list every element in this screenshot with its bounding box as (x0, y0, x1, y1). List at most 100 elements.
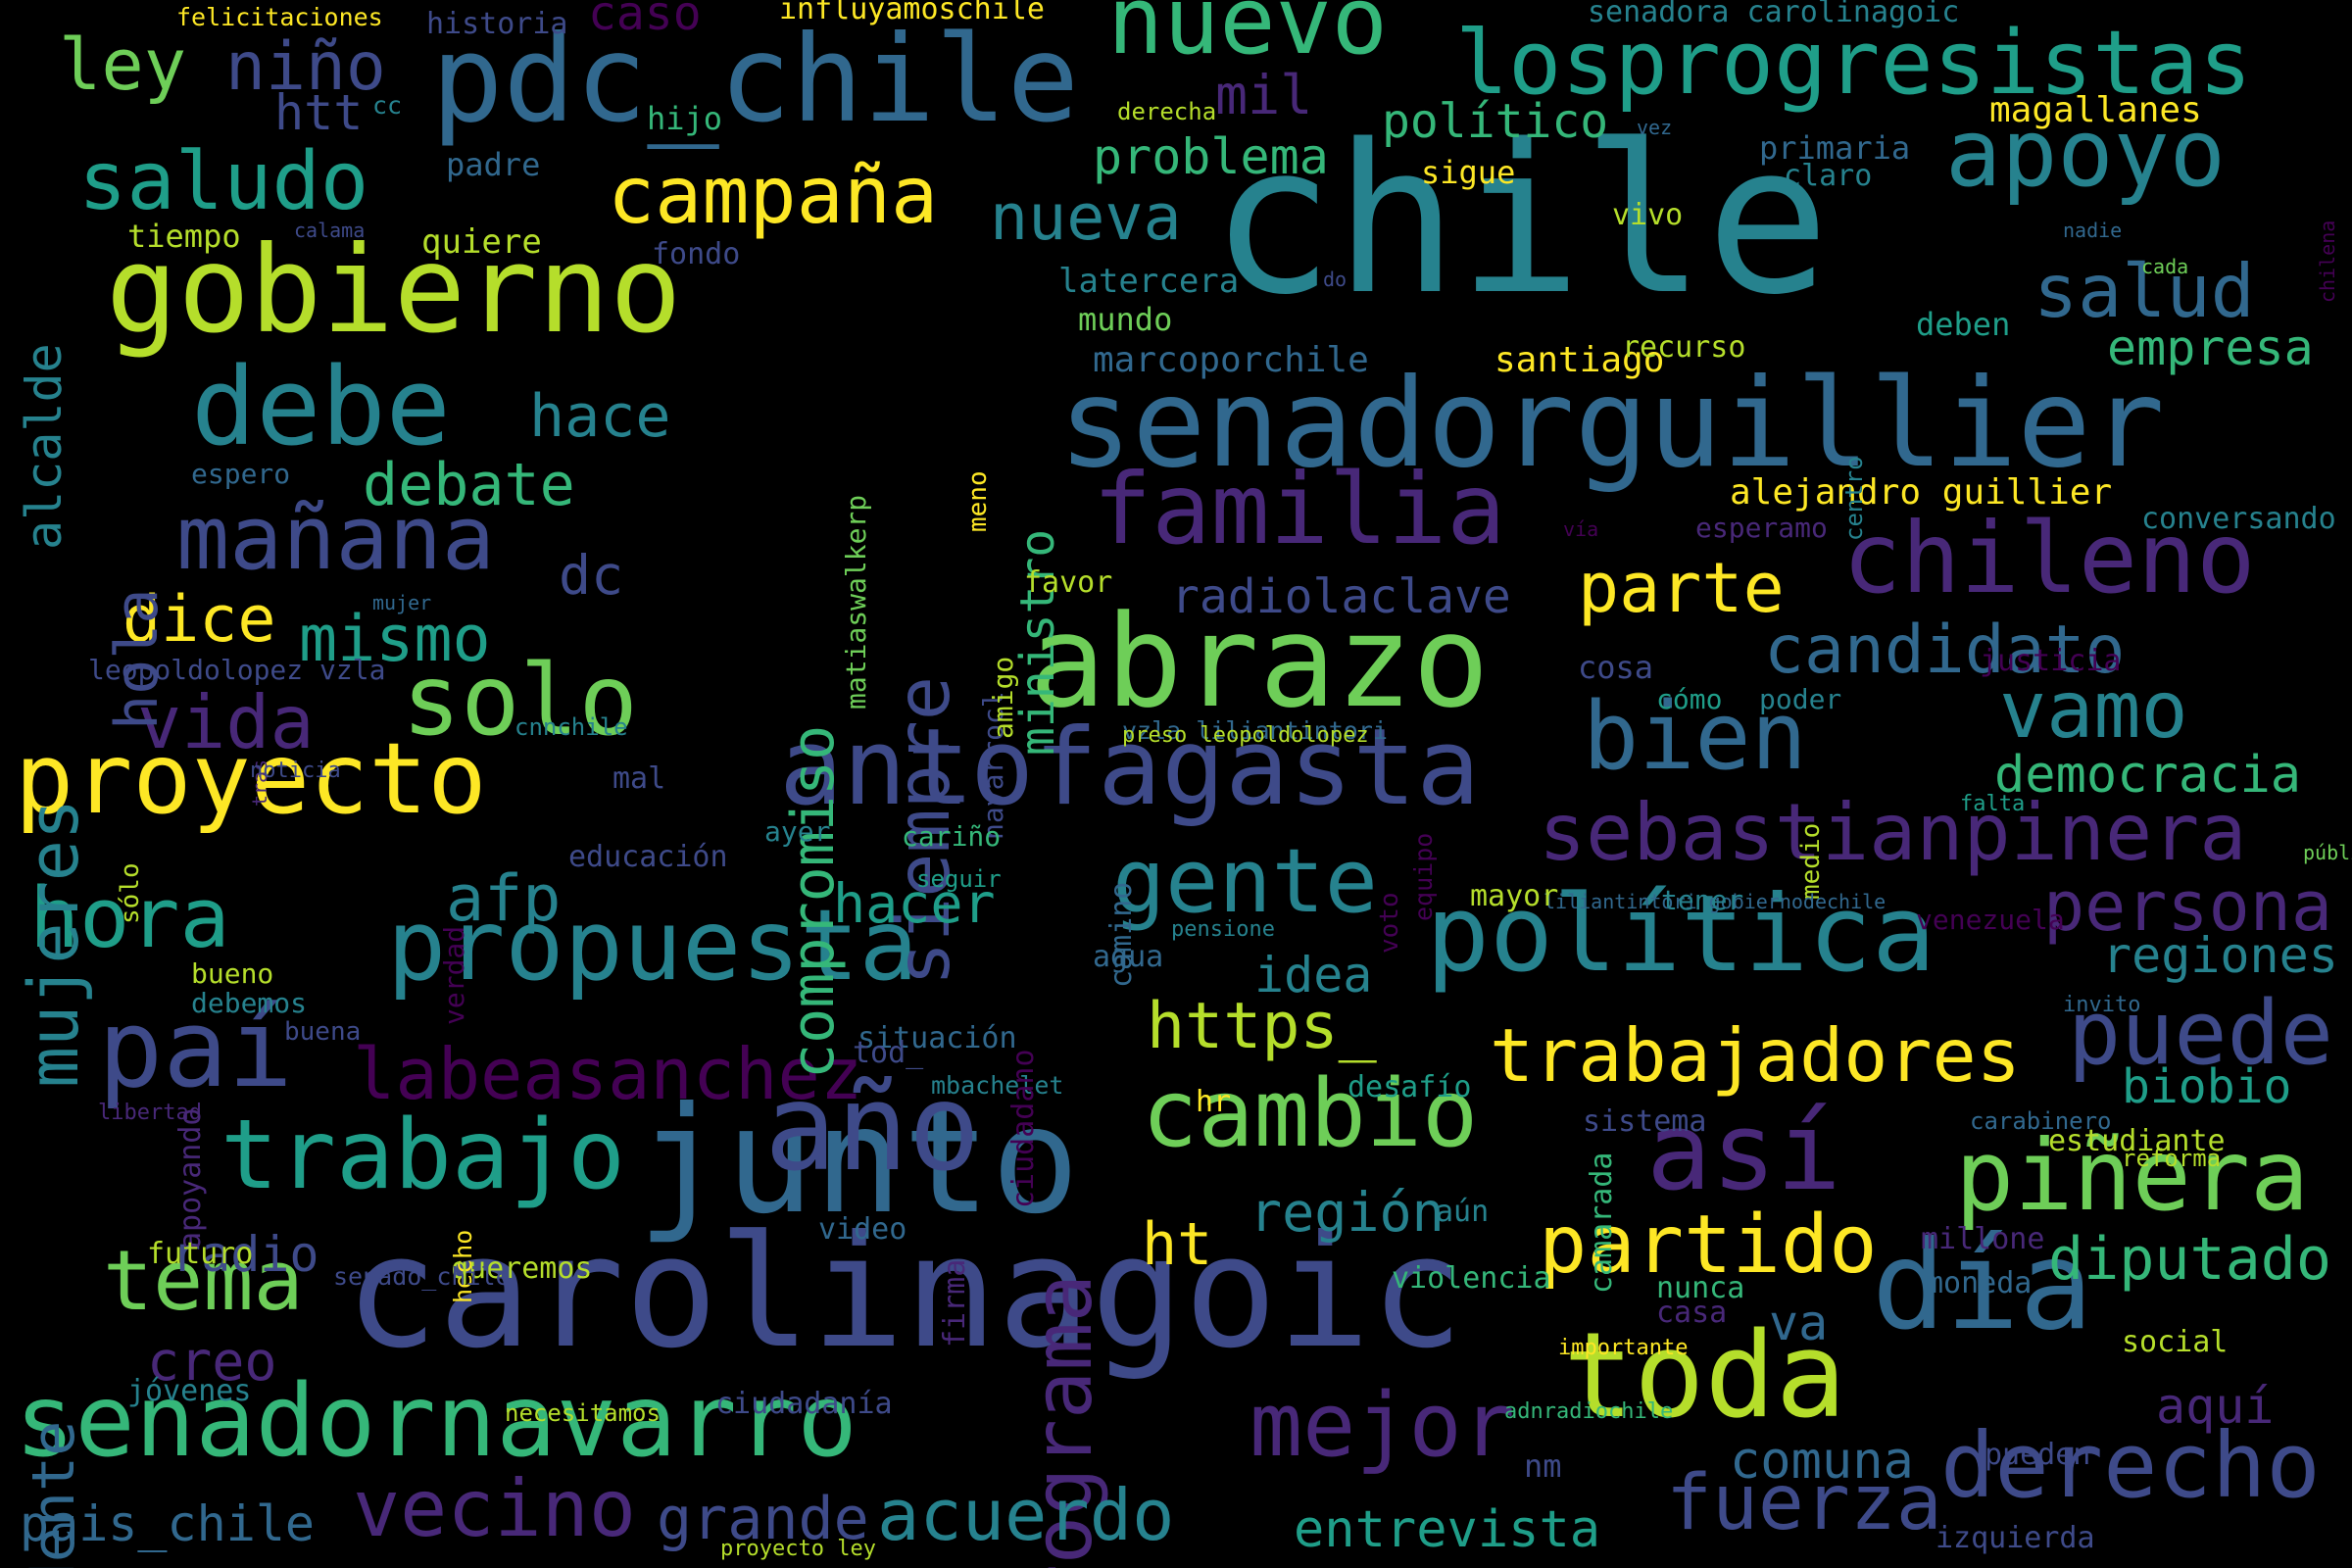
word-esperamo: esperamo (1695, 512, 1828, 544)
word-familia: familia (1093, 452, 1506, 566)
word-pdc-chile: pdc_chile (431, 10, 1080, 149)
word-ayer: ayer (764, 815, 831, 848)
word-proyecto-ley: proyecto ley (720, 1537, 876, 1561)
word-espero: espero (191, 458, 291, 490)
word-region: región (1250, 1181, 1445, 1244)
word-mismo: mismo (299, 603, 491, 676)
word-mundo: mundo (1078, 301, 1173, 338)
word-ht: ht (1142, 1210, 1213, 1279)
word-mejor: mejor (1250, 1374, 1515, 1477)
word-acuerdo: acuerdo (877, 1474, 1175, 1556)
word-radiolaclave: radiolaclave (1171, 569, 1511, 624)
word-favor: favor (1024, 565, 1113, 600)
word-biobio: biobio (2122, 1059, 2292, 1114)
word-justicia: justicia (1980, 644, 2122, 678)
word-apoyando: apoyando (173, 1107, 208, 1250)
word-gobierno: gobierno (106, 220, 682, 360)
word-debemos: debemos (191, 987, 308, 1019)
word-persona: persona (2043, 866, 2333, 947)
word-va: va (1769, 1295, 1829, 1351)
word-via: vía (1563, 517, 1599, 541)
word-caso: caso (588, 0, 702, 41)
word-leopoldolopez-vzla: leopoldolopez vzla (88, 654, 386, 686)
word-cosa: cosa (1578, 649, 1654, 686)
word-como: cómo (1656, 683, 1723, 715)
word-seguir: seguir (916, 865, 1002, 893)
word-do: do (1323, 268, 1348, 291)
word-saludo: saludo (78, 135, 369, 228)
word-violencia: violencia (1392, 1261, 1551, 1296)
word-ciudadania: ciudadanía (715, 1387, 893, 1421)
word-solo: solo (402, 643, 638, 758)
word-moneda: moneda (1926, 1266, 2033, 1300)
word-cc: cc (372, 91, 403, 120)
word-nm: nm (1524, 1447, 1562, 1485)
word-izquierda: izquierda (1936, 1521, 2095, 1555)
word-educacion: educación (568, 840, 728, 874)
word-chileno: chileno (1842, 501, 2256, 615)
word-voto: voto (1375, 892, 1404, 954)
word-firma: firma (938, 1258, 972, 1348)
word-video: video (818, 1212, 907, 1247)
word-gente: gente (1112, 830, 1378, 933)
word-falta: falta (1960, 792, 2026, 816)
word-regiones: regiones (2102, 927, 2338, 984)
word-debe: debe (191, 344, 451, 469)
word-senadorguillier: senadorguillier (1058, 353, 2165, 495)
word-conversando: conversando (2141, 502, 2336, 536)
word-solo-accent: sólo (116, 862, 145, 924)
word-cada: cada (2141, 255, 2189, 278)
word-venezuela: venezuela (1916, 904, 2065, 936)
word-parte: parte (1578, 548, 1785, 628)
word-felicitaciones: felicitaciones (176, 3, 383, 31)
word-ano: año (764, 1058, 981, 1198)
word-casa: casa (1656, 1296, 1728, 1330)
word-grande: grande (657, 1485, 869, 1553)
word-deben: deben (1916, 306, 2011, 343)
word-buena: buena (284, 1017, 362, 1047)
word-social: social (2122, 1325, 2229, 1359)
word-santiago: santiago (1494, 340, 1665, 380)
word-ministro: ministro (1010, 528, 1065, 756)
word-vivo: vivo (1612, 198, 1684, 232)
word-adnradiochile: adnradiochile (1504, 1399, 1674, 1424)
word-vez: vez (1637, 116, 1673, 139)
word-hora: hora (29, 870, 230, 967)
word-magallanes: magallanes (1989, 90, 2202, 130)
word-marcoporchile: marcoporchile (1093, 340, 1369, 380)
word-claro: claro (1784, 159, 1873, 193)
word-ley: ley (59, 24, 187, 106)
word-derecha: derecha (1117, 98, 1217, 125)
word-sebastianpinera: sebastianpinera (1539, 787, 2247, 878)
word-toda: toda (1563, 1308, 1846, 1445)
word-primaria: primaria (1759, 129, 1911, 167)
word-senadora-carolinagoic: senadora carolinagoic (1588, 0, 1960, 29)
word-pensione: pensione (1171, 917, 1275, 942)
word-diputado: diputado (2048, 1225, 2331, 1294)
word-empresa: empresa (2107, 319, 2314, 376)
word-democracia: democracia (1994, 746, 2302, 805)
word-chilena: chilena (2316, 220, 2339, 303)
word-matiaswalkerp: matiaswalkerp (840, 494, 872, 710)
word-apoyo: apoyo (1945, 100, 2226, 208)
word-mil: mil (1215, 64, 1313, 126)
word-manana: mañana (176, 487, 496, 590)
word-estudiante: estudiante (2048, 1124, 2226, 1158)
word-meno: meno (963, 470, 993, 532)
word-trabajo: trabajo (220, 1100, 626, 1211)
word-invito: invito (2063, 993, 2141, 1017)
word-quiere: quiere (421, 222, 542, 262)
word-idea: idea (1254, 947, 1373, 1004)
word-afp: afp (446, 862, 562, 936)
word-calama: calama (294, 219, 366, 242)
word-senado-chile: senado_chile (333, 1262, 511, 1291)
word-politico: político (1382, 94, 1609, 149)
word-abrazo: abrazo (1029, 587, 1490, 736)
word-nunca: nunca (1656, 1271, 1745, 1305)
word-nueva: nueva (990, 181, 1182, 255)
word-derecho: derecho (1940, 1413, 2321, 1518)
word-vamo: vamo (1999, 664, 2188, 756)
word-padre: padre (446, 146, 541, 183)
word-medio: medio (1796, 822, 1826, 900)
word-alejandro-guillier: alejandro guillier (1730, 472, 2113, 513)
